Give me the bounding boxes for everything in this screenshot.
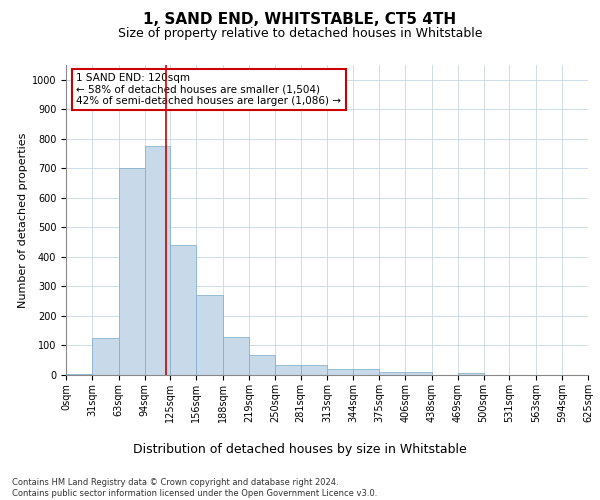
Y-axis label: Number of detached properties: Number of detached properties xyxy=(17,132,28,308)
Bar xyxy=(275,364,301,375)
Bar xyxy=(379,372,405,375)
Text: Size of property relative to detached houses in Whitstable: Size of property relative to detached ho… xyxy=(118,28,482,40)
Bar xyxy=(249,355,275,375)
Bar xyxy=(458,372,484,375)
Text: 1, SAND END, WHITSTABLE, CT5 4TH: 1, SAND END, WHITSTABLE, CT5 4TH xyxy=(143,12,457,28)
Bar xyxy=(328,369,353,375)
Bar xyxy=(196,296,223,375)
Bar xyxy=(405,372,432,375)
Bar xyxy=(170,245,196,375)
Text: 1 SAND END: 120sqm
← 58% of detached houses are smaller (1,504)
42% of semi-deta: 1 SAND END: 120sqm ← 58% of detached hou… xyxy=(76,72,341,106)
Text: Distribution of detached houses by size in Whitstable: Distribution of detached houses by size … xyxy=(133,442,467,456)
Bar xyxy=(223,336,249,375)
Text: Contains HM Land Registry data © Crown copyright and database right 2024.
Contai: Contains HM Land Registry data © Crown c… xyxy=(12,478,377,498)
Bar xyxy=(119,168,145,375)
Bar xyxy=(92,338,119,375)
Bar xyxy=(145,146,170,375)
Bar xyxy=(353,369,379,375)
Bar xyxy=(66,374,92,375)
Bar xyxy=(301,364,328,375)
